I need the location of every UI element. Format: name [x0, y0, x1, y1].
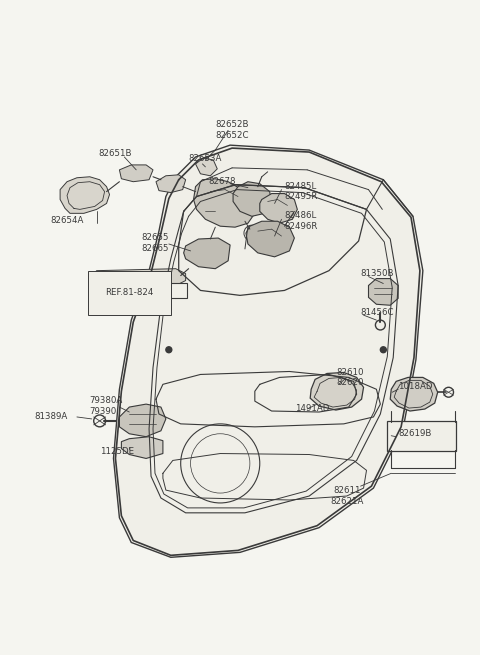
Polygon shape: [246, 221, 294, 257]
Polygon shape: [121, 437, 163, 458]
Text: 81350B: 81350B: [360, 269, 394, 278]
Polygon shape: [260, 194, 297, 223]
Text: 82610
82620: 82610 82620: [337, 367, 364, 387]
Polygon shape: [310, 373, 363, 410]
Text: 82619B: 82619B: [398, 429, 432, 438]
Polygon shape: [92, 269, 186, 286]
Polygon shape: [184, 238, 230, 269]
Text: 81389A: 81389A: [35, 412, 68, 421]
Polygon shape: [195, 158, 217, 176]
Polygon shape: [156, 175, 186, 193]
Text: 81456C: 81456C: [360, 309, 394, 317]
Text: 1018AD: 1018AD: [398, 383, 432, 391]
Circle shape: [166, 346, 172, 352]
Text: 79380A
79390: 79380A 79390: [90, 396, 123, 415]
Text: 82652B
82652C: 82652B 82652C: [216, 121, 249, 140]
Polygon shape: [233, 181, 272, 216]
Text: 82611
82621A: 82611 82621A: [330, 486, 363, 506]
Text: 82651B: 82651B: [99, 149, 132, 158]
Text: 1125DE: 1125DE: [100, 447, 134, 456]
Polygon shape: [369, 278, 398, 305]
Text: 82678: 82678: [208, 177, 236, 186]
Polygon shape: [60, 177, 109, 214]
Text: 1491AD: 1491AD: [295, 404, 330, 413]
Polygon shape: [120, 165, 153, 181]
Text: 82655
82665: 82655 82665: [141, 233, 168, 253]
Polygon shape: [193, 179, 255, 227]
Circle shape: [380, 346, 386, 352]
Circle shape: [380, 282, 386, 288]
Polygon shape: [120, 404, 166, 437]
Text: 82485L
82495R: 82485L 82495R: [285, 181, 318, 201]
Text: 82654A: 82654A: [50, 216, 84, 225]
Text: REF.81-824: REF.81-824: [105, 288, 154, 297]
FancyBboxPatch shape: [387, 421, 456, 451]
Polygon shape: [113, 145, 423, 557]
Text: 82653A: 82653A: [189, 154, 222, 163]
Text: 82486L
82496R: 82486L 82496R: [285, 212, 318, 231]
Polygon shape: [390, 377, 438, 411]
FancyBboxPatch shape: [94, 282, 187, 298]
Circle shape: [173, 292, 179, 298]
